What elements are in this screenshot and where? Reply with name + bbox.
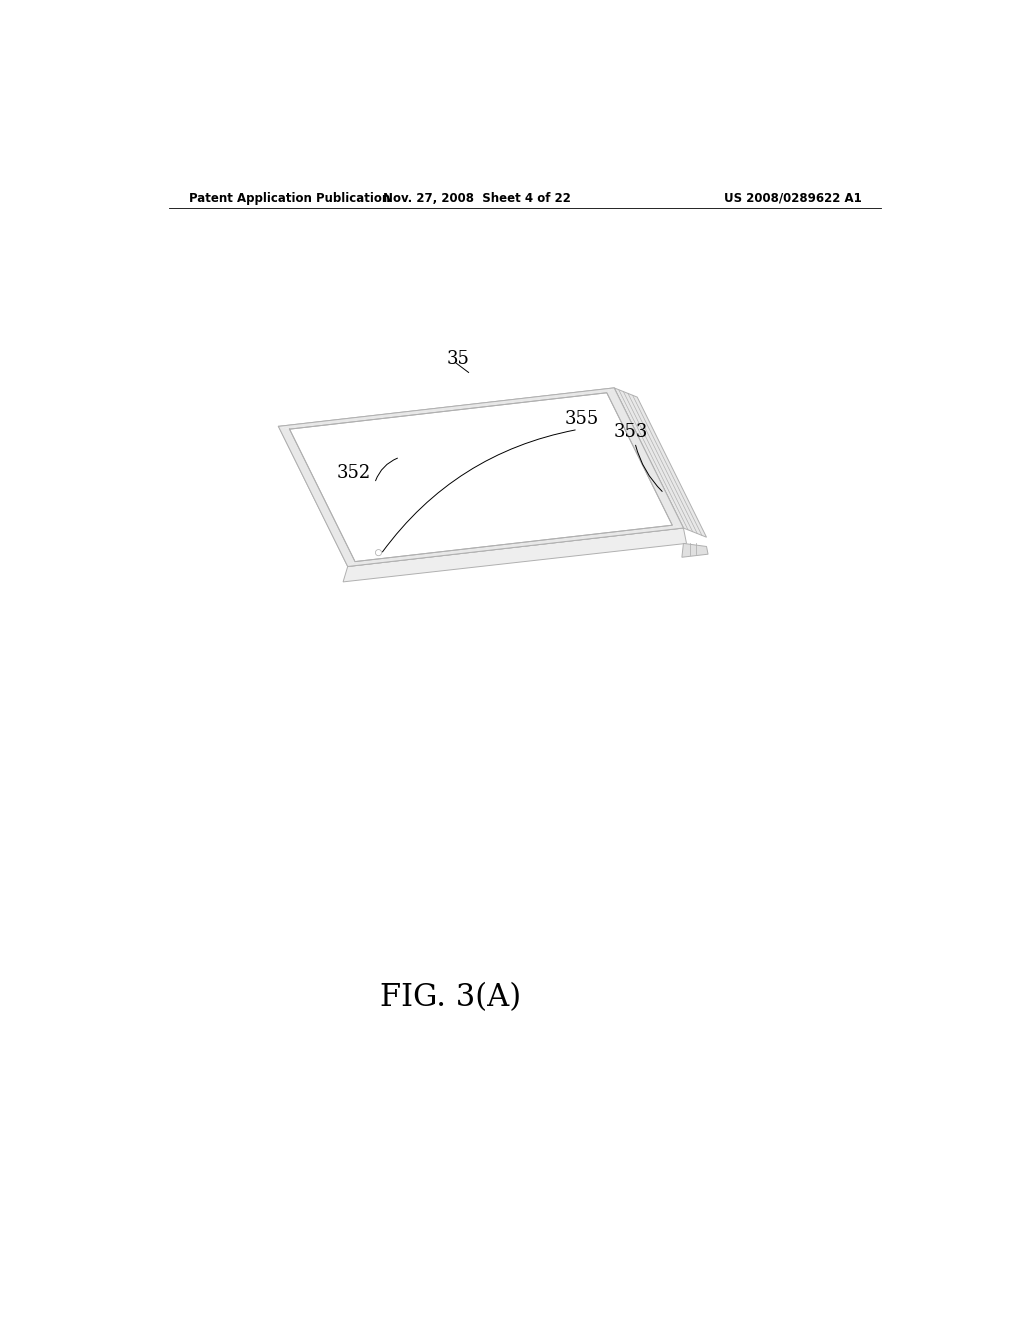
Text: Patent Application Publication: Patent Application Publication (189, 191, 390, 205)
Polygon shape (279, 388, 614, 429)
Polygon shape (607, 388, 683, 528)
Polygon shape (614, 388, 707, 537)
Text: 35: 35 (446, 350, 469, 367)
Text: 355: 355 (564, 409, 599, 428)
Circle shape (376, 549, 382, 556)
Text: Nov. 27, 2008  Sheet 4 of 22: Nov. 27, 2008 Sheet 4 of 22 (383, 191, 571, 205)
Polygon shape (343, 528, 686, 582)
Polygon shape (348, 525, 683, 566)
Text: US 2008/0289622 A1: US 2008/0289622 A1 (724, 191, 862, 205)
Text: FIG. 3(A): FIG. 3(A) (380, 982, 520, 1014)
Text: 353: 353 (613, 422, 648, 441)
Polygon shape (279, 426, 355, 566)
Text: 352: 352 (337, 463, 371, 482)
Polygon shape (279, 388, 683, 566)
Polygon shape (682, 544, 708, 557)
